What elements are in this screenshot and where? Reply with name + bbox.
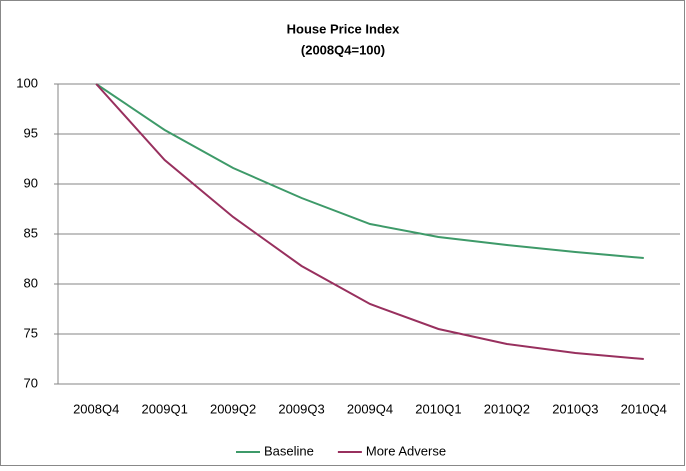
y-tick-label: 100 <box>16 75 38 90</box>
y-tick-label: 75 <box>24 325 38 340</box>
series-line <box>95 83 644 360</box>
legend-label: Baseline <box>264 443 314 458</box>
y-tick-label: 90 <box>24 175 38 190</box>
x-tick-label: 2010Q1 <box>415 401 461 416</box>
y-tick-label: 80 <box>24 275 38 290</box>
x-tick-label: 2009Q1 <box>142 401 188 416</box>
series-line <box>95 83 644 259</box>
x-tick-label: 2009Q2 <box>210 401 256 416</box>
legend-label: More Adverse <box>366 443 446 458</box>
chart-subtitle: (2008Q4=100) <box>301 42 385 57</box>
x-tick-label: 2008Q4 <box>73 401 119 416</box>
chart-title: House Price Index <box>287 21 400 36</box>
x-tick-label: 2010Q2 <box>484 401 530 416</box>
y-tick-label: 70 <box>24 375 38 390</box>
x-tick-label: 2009Q4 <box>347 401 393 416</box>
y-tick-label: 95 <box>24 125 38 140</box>
y-tick-label: 85 <box>24 225 38 240</box>
x-tick-label: 2010Q4 <box>621 401 667 416</box>
x-tick-label: 2009Q3 <box>278 401 324 416</box>
x-tick-label: 2010Q3 <box>552 401 598 416</box>
